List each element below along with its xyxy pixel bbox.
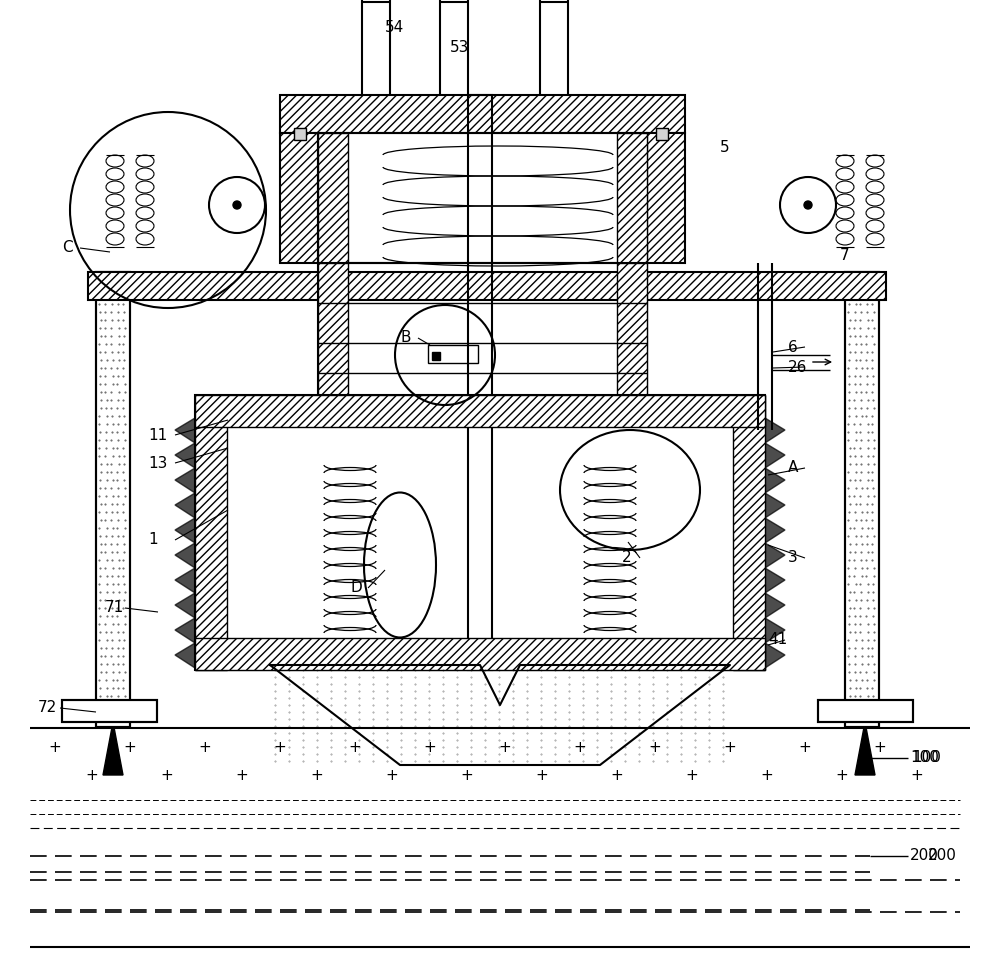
Text: 5: 5	[720, 141, 730, 155]
Text: +: +	[124, 741, 136, 755]
Text: 54: 54	[385, 20, 404, 35]
Text: 72: 72	[38, 701, 57, 716]
Bar	[617, 263, 647, 403]
Text: C: C	[62, 240, 73, 256]
Bar	[195, 638, 765, 670]
Polygon shape	[175, 618, 195, 643]
Text: +: +	[161, 768, 173, 783]
Bar	[647, 133, 685, 263]
Circle shape	[804, 201, 812, 209]
Bar	[318, 263, 348, 403]
Text: 3: 3	[788, 550, 798, 566]
Text: +: +	[536, 768, 548, 783]
Polygon shape	[175, 418, 195, 443]
Text: 200: 200	[910, 849, 939, 863]
Bar	[195, 395, 765, 427]
Text: 6: 6	[788, 340, 798, 354]
Bar	[656, 128, 668, 140]
Bar	[96, 272, 130, 727]
Bar	[432, 352, 440, 360]
Polygon shape	[855, 722, 875, 775]
Text: 100: 100	[910, 750, 939, 766]
Bar	[845, 272, 879, 727]
Text: 11: 11	[148, 428, 167, 442]
Text: +: +	[349, 741, 361, 755]
Bar	[818, 700, 913, 722]
Text: 26: 26	[788, 360, 807, 374]
Text: +: +	[611, 768, 623, 783]
Text: +: +	[386, 768, 398, 783]
Polygon shape	[765, 493, 785, 518]
Bar	[318, 133, 348, 263]
Text: +: +	[874, 741, 886, 755]
Text: +: +	[424, 741, 436, 755]
Bar	[195, 395, 227, 670]
Polygon shape	[175, 543, 195, 568]
Polygon shape	[175, 518, 195, 543]
Text: +: +	[649, 741, 661, 755]
Bar	[62, 700, 157, 722]
Polygon shape	[765, 568, 785, 593]
Bar	[96, 272, 130, 727]
Bar	[468, 95, 492, 670]
Polygon shape	[765, 468, 785, 493]
Text: +: +	[236, 768, 248, 783]
Bar	[733, 395, 765, 670]
Bar	[428, 345, 478, 363]
Polygon shape	[175, 468, 195, 493]
Text: 7: 7	[840, 248, 850, 262]
Polygon shape	[103, 722, 123, 775]
Bar	[294, 128, 306, 140]
Polygon shape	[765, 418, 785, 443]
Polygon shape	[765, 593, 785, 618]
Text: 53: 53	[450, 40, 469, 56]
Text: +: +	[761, 768, 773, 783]
Text: 2: 2	[622, 550, 632, 566]
Circle shape	[233, 201, 241, 209]
Polygon shape	[175, 568, 195, 593]
Text: +: +	[199, 741, 211, 755]
Text: +: +	[686, 768, 698, 783]
Bar	[280, 133, 318, 263]
Text: +: +	[911, 768, 923, 783]
Polygon shape	[175, 443, 195, 468]
Polygon shape	[175, 493, 195, 518]
Text: +: +	[799, 741, 811, 755]
Polygon shape	[765, 618, 785, 643]
Bar	[845, 272, 879, 727]
Text: B: B	[400, 330, 411, 345]
Bar	[318, 133, 647, 263]
Bar	[280, 95, 685, 133]
Polygon shape	[175, 593, 195, 618]
Bar	[195, 395, 765, 670]
Text: +: +	[311, 768, 323, 783]
Bar	[818, 700, 913, 722]
Bar	[88, 272, 886, 300]
Polygon shape	[765, 643, 785, 668]
Text: 13: 13	[148, 456, 167, 471]
Text: 200: 200	[928, 848, 957, 862]
Text: +: +	[274, 741, 286, 755]
Polygon shape	[270, 665, 730, 765]
Text: +: +	[836, 768, 848, 783]
Polygon shape	[765, 518, 785, 543]
Polygon shape	[765, 443, 785, 468]
Text: 41: 41	[768, 633, 787, 648]
Polygon shape	[175, 643, 195, 668]
Text: +: +	[86, 768, 98, 783]
Bar	[318, 263, 647, 403]
Polygon shape	[765, 543, 785, 568]
Text: +: +	[461, 768, 473, 783]
Bar	[62, 700, 157, 722]
Text: D: D	[350, 581, 362, 595]
Text: A: A	[788, 460, 798, 476]
Text: +: +	[574, 741, 586, 755]
Text: 71: 71	[105, 600, 124, 615]
Text: +: +	[724, 741, 736, 755]
Bar	[617, 133, 647, 263]
Text: +: +	[499, 741, 511, 755]
Text: +: +	[49, 741, 61, 755]
Text: 1: 1	[148, 532, 158, 547]
Text: 100: 100	[912, 750, 941, 766]
